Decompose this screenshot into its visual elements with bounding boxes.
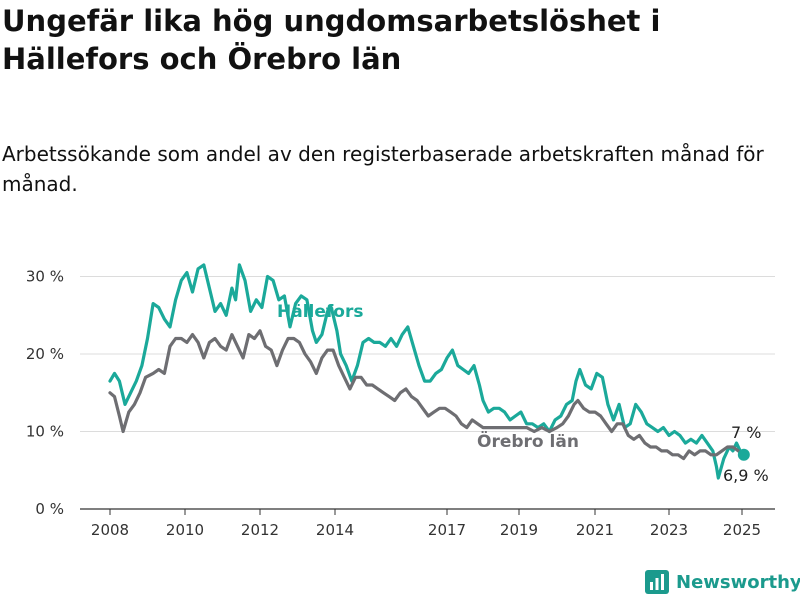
brand-logo: Newsworthy (645, 570, 800, 594)
series-line-orebro (108, 329, 746, 461)
x-tick-label: 2014 (316, 521, 354, 539)
x-tick-label: 2008 (91, 521, 129, 539)
end-label-orebro: 6,9 % (723, 466, 769, 485)
x-tick-label: 2017 (428, 521, 466, 539)
newsworthy-logo-icon (645, 570, 669, 594)
brand-name: Newsworthy (676, 571, 800, 593)
x-tick-label: 2021 (576, 521, 614, 539)
y-tick-label: 0 % (35, 500, 64, 518)
series-label-orebro: Örebro län (477, 430, 579, 452)
x-tick-label: 2019 (500, 521, 538, 539)
line-chart: 0 % 10 % 20 % 30 % 2008 2010 2012 2014 2017 2019 2… (26, 263, 775, 539)
x-tick-label: 2012 (241, 521, 279, 539)
series-line-hallefors (108, 263, 746, 480)
series-end-point (737, 448, 750, 461)
series-label-hallefors: Hällefors (277, 302, 363, 322)
chart-title: Ungefär lika hög ungdomsarbetslöshet i H… (2, 4, 661, 76)
y-tick-label: 10 % (26, 423, 64, 441)
chart-subtitle: Arbetssökande som andel av den registerb… (2, 142, 764, 196)
y-tick-label: 20 % (26, 345, 64, 363)
x-tick-label: 2010 (166, 521, 204, 539)
y-tick-label: 30 % (26, 268, 64, 286)
x-tick-label: 2023 (650, 521, 688, 539)
x-tick-label: 2025 (723, 521, 761, 539)
end-label-hallefors: 7 % (731, 423, 761, 442)
